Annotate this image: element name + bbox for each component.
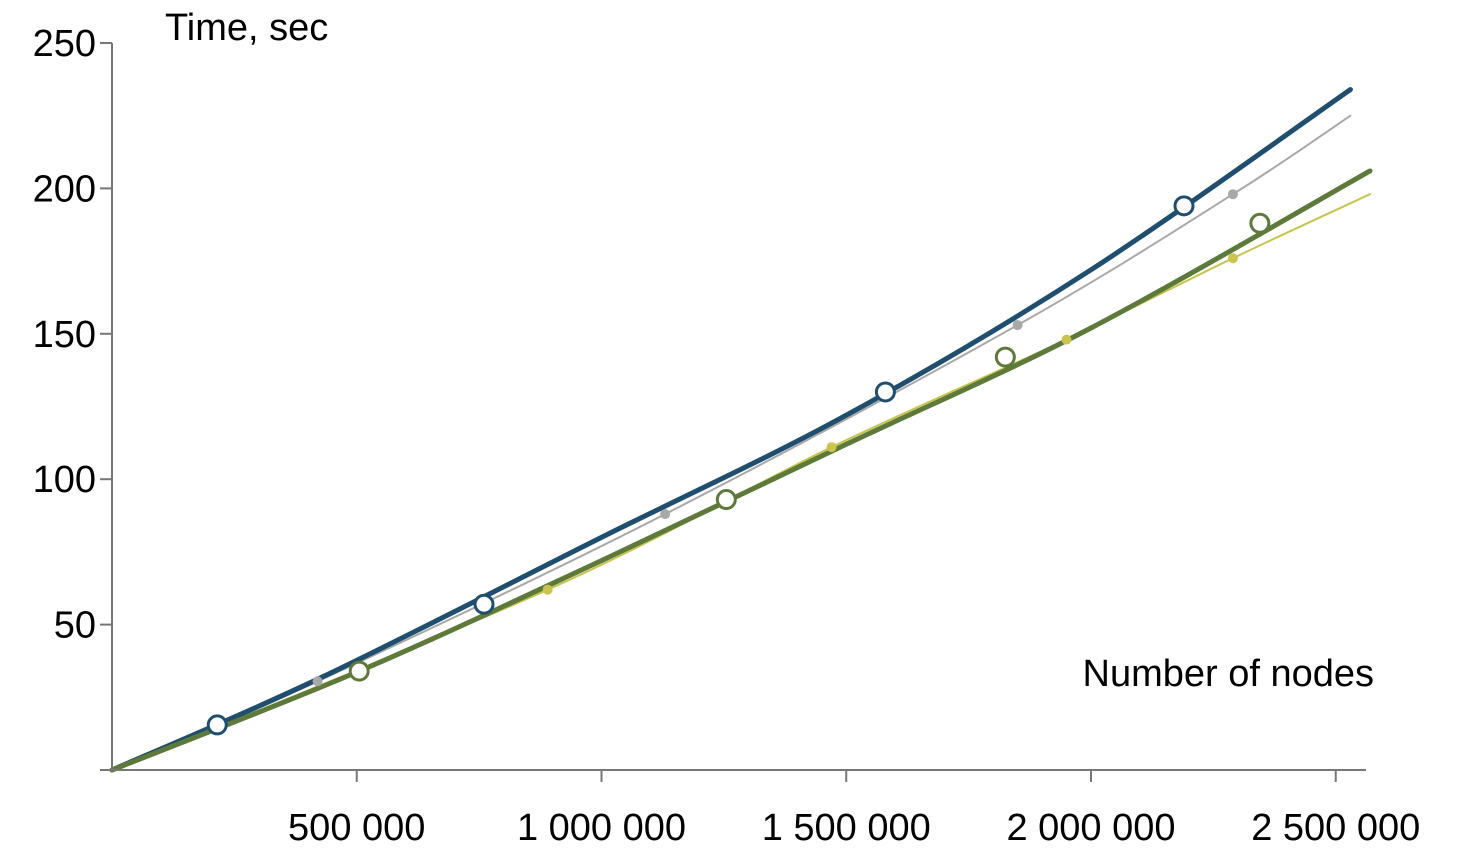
data-point-dot xyxy=(1227,253,1238,264)
data-point-marker xyxy=(206,714,228,736)
data-point-dot xyxy=(312,676,323,687)
y-axis-title: Time, sec xyxy=(165,7,328,49)
x-axis-title: Number of nodes xyxy=(1083,653,1375,695)
y-tick-label: 50 xyxy=(54,605,96,647)
data-point-dot xyxy=(1227,189,1238,200)
data-point-marker xyxy=(715,489,737,511)
data-point-marker xyxy=(1173,195,1195,217)
x-tick-label: 1 500 000 xyxy=(762,807,931,849)
y-tick-label: 150 xyxy=(33,314,96,356)
series-line-1 xyxy=(109,87,1353,773)
axes-layer xyxy=(100,43,1366,771)
data-point-dot xyxy=(660,509,671,520)
x-tick-label: 2 500 000 xyxy=(1251,807,1420,849)
data-point-dot xyxy=(1012,320,1023,331)
y-tick-label: 200 xyxy=(33,168,96,210)
y-tick-label: 250 xyxy=(33,23,96,65)
data-point-marker xyxy=(473,593,495,615)
data-point-marker xyxy=(1249,212,1271,234)
data-point-marker xyxy=(874,381,896,403)
data-point-marker xyxy=(994,346,1016,368)
data-point-dot xyxy=(542,584,553,595)
data-point-marker xyxy=(348,660,370,682)
data-point-dot xyxy=(826,442,837,453)
data-point-dot xyxy=(1061,334,1072,345)
marker-layer xyxy=(206,195,1271,736)
ticks-layer: 50 100 150 200 250 500 000 1 000 000 1 500 000 2… xyxy=(33,23,1421,849)
x-tick-label: 2 000 000 xyxy=(1006,807,1175,849)
x-tick-label: 1 000 000 xyxy=(517,807,686,849)
x-tick-label: 500 000 xyxy=(288,807,425,849)
y-tick-label: 100 xyxy=(33,459,96,501)
